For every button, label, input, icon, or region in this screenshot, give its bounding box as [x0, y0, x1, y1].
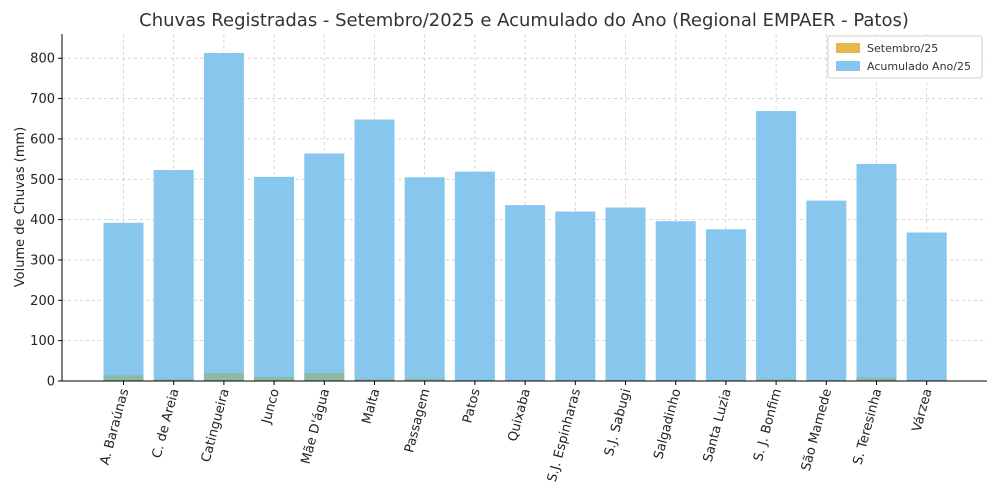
y-axis-label: Volume de Chuvas (mm) — [13, 127, 28, 287]
x-tick-label: Santa Luzia — [701, 387, 735, 464]
y-tick-label: 700 — [30, 92, 55, 107]
bar-accumulated — [555, 211, 596, 381]
legend-label-september: Setembro/25 — [867, 42, 938, 55]
x-tick-label: Várzea — [910, 387, 936, 433]
x-tick-label: C. de Areia — [150, 387, 183, 460]
bar-september — [203, 372, 244, 381]
x-tick-label: Mãe D'água — [299, 387, 334, 466]
bar-september — [756, 379, 797, 381]
x-tick-label: S. J. Bonfim — [751, 387, 785, 463]
y-tick-label: 300 — [30, 253, 55, 268]
bar-accumulated — [103, 222, 144, 381]
axes — [61, 34, 987, 382]
x-tick-label: A. Baraúnas — [98, 387, 133, 467]
y-tick-label: 600 — [30, 132, 55, 147]
y-tick-label: 800 — [30, 52, 55, 67]
legend: Setembro/25 Acumulado Ano/25 — [827, 35, 983, 79]
y-tick-label: 500 — [30, 173, 55, 188]
bar-accumulated — [354, 119, 395, 381]
bar-accumulated — [454, 171, 495, 381]
x-tick-label: Quixaba — [506, 387, 534, 443]
x-tick-label: S. Teresinha — [851, 387, 886, 466]
x-tick-label: São Mamede — [799, 387, 835, 472]
bar-accumulated — [404, 177, 445, 381]
y-tick-label: 200 — [30, 294, 55, 309]
y-tick-label: 0 — [47, 375, 55, 390]
bar-accumulated — [505, 205, 546, 381]
bar-accumulated — [705, 229, 746, 381]
bar-accumulated — [655, 221, 696, 381]
bar-september — [354, 379, 395, 381]
x-tick-label: Catingueira — [199, 387, 233, 464]
bar-september — [254, 376, 295, 381]
x-tick-label: Malta — [360, 387, 384, 426]
bar-accumulated — [203, 52, 244, 381]
chart-title: Chuvas Registradas - Setembro/2025 e Acu… — [139, 10, 909, 31]
bar-accumulated — [153, 169, 194, 381]
bar-september — [856, 377, 897, 381]
bar-september — [103, 375, 144, 381]
x-tick-label: Passagem — [402, 387, 433, 454]
x-tick-label: S.J. Sabugi — [602, 387, 634, 458]
legend-label-accumulated: Acumulado Ano/25 — [867, 60, 971, 73]
x-tick-label: Salgadinho — [651, 387, 684, 461]
bar-september — [304, 372, 345, 381]
y-tick-label: 400 — [30, 213, 55, 228]
bar-accumulated — [906, 232, 947, 381]
legend-swatch-accumulated — [836, 61, 860, 71]
bar-september — [153, 379, 194, 381]
bar-accumulated — [856, 163, 897, 381]
bar-accumulated — [605, 207, 646, 381]
bar-accumulated — [254, 176, 295, 381]
bar-accumulated — [756, 111, 797, 381]
x-tick-labels: A. Baraúnas C. de Areia Catingueira Junco Mã… — [98, 381, 936, 484]
bar-accumulated — [806, 200, 847, 381]
y-tick-labels: 0 100 200 300 400 500 600 700 800 — [30, 52, 62, 390]
bar-september — [404, 378, 445, 381]
x-tick-label: Patos — [460, 387, 484, 425]
bars-accumulated — [103, 52, 947, 381]
x-tick-label: Junco — [259, 387, 283, 426]
y-tick-label: 100 — [30, 334, 55, 349]
bar-accumulated — [304, 153, 345, 381]
legend-swatch-september — [836, 43, 860, 53]
x-tick-label: S.J. Espinharas — [545, 387, 584, 484]
legend-box — [827, 35, 983, 79]
